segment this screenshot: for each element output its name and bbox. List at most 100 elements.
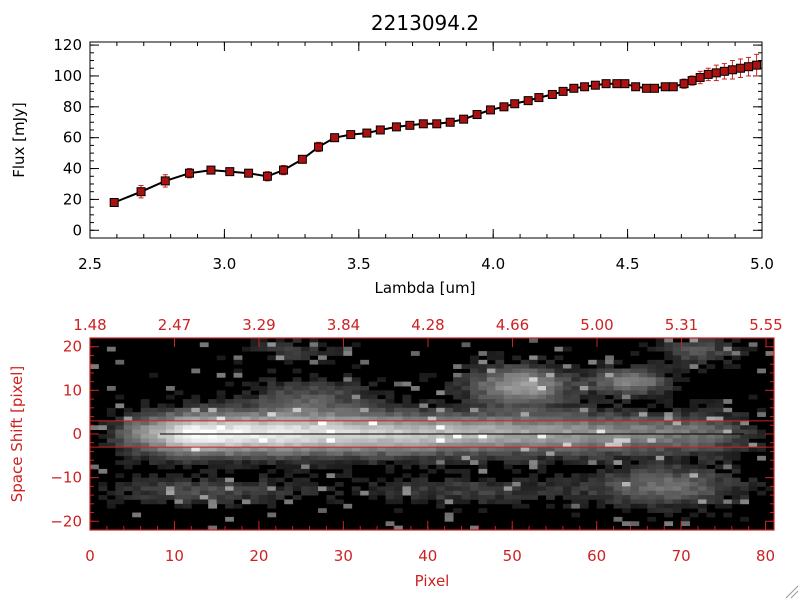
image-pixel [385, 416, 395, 422]
image-pixel [385, 425, 395, 431]
image-pixel [334, 455, 344, 461]
image-pixel [512, 403, 522, 409]
image-pixel [647, 359, 657, 365]
image-pixel [698, 499, 707, 505]
image-pixel [233, 420, 243, 426]
image-pixel [410, 499, 420, 505]
image-pixel [182, 438, 192, 444]
image-pixel [149, 490, 158, 496]
image-pixel [343, 377, 353, 383]
image-pixel [258, 394, 268, 400]
image-pixel [681, 355, 690, 361]
image-pixel [140, 429, 150, 435]
image-pixel [740, 429, 750, 435]
image-pixel [655, 359, 665, 365]
image-pixel [258, 486, 268, 492]
image-pixel [267, 447, 277, 452]
image-pixel [706, 438, 716, 444]
image-pixel [343, 346, 353, 352]
image-pixel [267, 490, 277, 496]
image-pixel [605, 377, 614, 383]
image-pixel [723, 499, 733, 505]
image-pixel [537, 403, 547, 409]
image-pixel [149, 434, 158, 439]
image-pixel [301, 355, 310, 361]
image-pixel [622, 521, 631, 527]
image-pixel [503, 438, 513, 444]
image-pixel [520, 412, 530, 417]
image-pixel [664, 346, 674, 352]
image-pixel [436, 460, 446, 465]
image-pixel [486, 434, 496, 439]
image-pixel [706, 495, 716, 500]
image-pixel [714, 342, 724, 348]
image-pixel [478, 420, 488, 426]
image-pixel [470, 394, 479, 400]
image-pixel [605, 429, 614, 435]
image-pixel [512, 451, 522, 457]
image-pixel [436, 442, 446, 448]
image-pixel [503, 455, 513, 461]
image-pixel [140, 455, 150, 461]
image-pixel [622, 508, 631, 513]
image-pixel [529, 455, 538, 461]
image-pixel [292, 429, 302, 435]
image-pixel [672, 386, 682, 391]
image-pixel [740, 447, 750, 452]
image-pixel [630, 394, 640, 400]
image-pixel [731, 499, 741, 505]
image-pixel [698, 429, 707, 435]
image-pixel [368, 495, 378, 500]
image-pixel [571, 412, 581, 417]
image-pixel [394, 407, 403, 413]
image-pixel [554, 412, 564, 417]
image-pixel [706, 460, 716, 465]
image-pixel [326, 412, 336, 417]
image-pixel [486, 451, 496, 457]
image-pixel [343, 455, 353, 461]
image-pixel [149, 499, 158, 505]
image-pixel [461, 451, 471, 457]
image-pixel [638, 386, 648, 391]
image-pixel [689, 495, 699, 500]
image-pixel [698, 355, 707, 361]
image-pixel [529, 399, 538, 404]
image-pixel [174, 407, 184, 413]
image-pixel [714, 429, 724, 435]
image-pixel [394, 403, 403, 409]
image-pixel [292, 434, 302, 439]
image-pixel [292, 346, 302, 352]
image-pixel [174, 442, 184, 448]
image-pixel [309, 372, 319, 378]
image-pixel [655, 394, 665, 400]
image-pixel [208, 429, 218, 435]
image-pixel [622, 464, 631, 470]
image-pixel [132, 477, 142, 483]
image-pixel [562, 447, 572, 452]
image-pixel [275, 434, 285, 439]
spectrum-point [534, 93, 544, 103]
resize-grip-icon[interactable] [785, 585, 799, 599]
image-pixel [562, 451, 572, 457]
image-pixel [301, 464, 310, 470]
image-pixel [554, 403, 564, 409]
image-pixel [706, 455, 716, 461]
image-pixel [301, 482, 310, 487]
image-pixel [258, 477, 268, 483]
image-pixel [132, 495, 142, 500]
image-pixel [326, 351, 336, 356]
image-pixel [242, 381, 251, 387]
image-pixel [689, 355, 699, 361]
image-pixel [672, 355, 682, 361]
image-pixel [672, 473, 682, 479]
image-pixel [714, 399, 724, 404]
image-pixel [655, 338, 665, 343]
image-pixel [301, 429, 310, 435]
image-pixel [267, 381, 277, 387]
image-pixel [664, 420, 674, 426]
image-pixel [208, 477, 218, 483]
image-pixel [698, 447, 707, 452]
image-pixel [486, 403, 496, 409]
image-pixel [588, 381, 598, 387]
image-pixel [495, 377, 505, 383]
